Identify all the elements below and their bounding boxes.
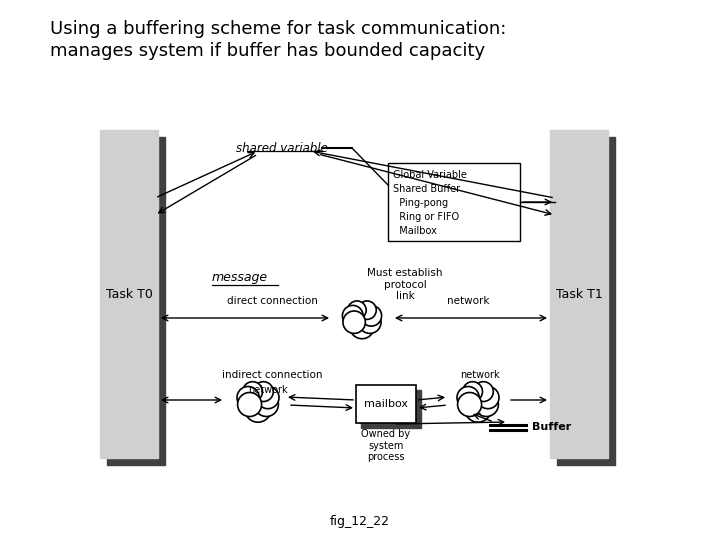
Circle shape <box>237 387 259 409</box>
Text: Ring or FIFO: Ring or FIFO <box>393 212 459 222</box>
Text: Mailbox: Mailbox <box>393 226 437 236</box>
Text: Using a buffering scheme for task communication:: Using a buffering scheme for task commun… <box>50 20 506 38</box>
Text: indirect connection: indirect connection <box>222 370 323 380</box>
Circle shape <box>243 382 263 402</box>
Text: mailbox: mailbox <box>364 399 408 409</box>
Circle shape <box>458 393 482 416</box>
Circle shape <box>245 396 271 422</box>
Circle shape <box>361 306 382 326</box>
Circle shape <box>358 301 377 319</box>
Circle shape <box>348 301 366 319</box>
Circle shape <box>238 393 261 416</box>
Circle shape <box>359 311 381 333</box>
Circle shape <box>457 387 480 409</box>
Circle shape <box>253 382 274 402</box>
Text: Owned by
system
process: Owned by system process <box>361 429 410 462</box>
Text: shared variable: shared variable <box>236 141 328 154</box>
Text: Global Variable: Global Variable <box>393 170 467 180</box>
Bar <box>107 137 165 465</box>
Text: Task T1: Task T1 <box>556 288 603 301</box>
Text: network: network <box>248 385 288 395</box>
Circle shape <box>463 382 482 402</box>
Circle shape <box>465 396 491 422</box>
Bar <box>557 137 615 465</box>
Bar <box>550 130 608 458</box>
Text: Shared Buffer: Shared Buffer <box>393 184 460 194</box>
Circle shape <box>343 311 365 333</box>
Circle shape <box>477 387 499 409</box>
Text: Buffer: Buffer <box>532 422 571 432</box>
Text: fig_12_22: fig_12_22 <box>330 515 390 528</box>
Text: network: network <box>446 296 490 306</box>
Text: Must establish
protocol
link: Must establish protocol link <box>367 268 443 301</box>
Text: message: message <box>212 272 268 285</box>
Text: manages system if buffer has bounded capacity: manages system if buffer has bounded cap… <box>50 42 485 60</box>
Bar <box>361 390 421 428</box>
Circle shape <box>474 393 498 416</box>
Text: network: network <box>460 370 500 380</box>
Bar <box>100 130 158 458</box>
Text: Ping-pong: Ping-pong <box>393 198 448 208</box>
Text: Task T0: Task T0 <box>106 288 153 301</box>
Text: direct connection: direct connection <box>227 296 318 306</box>
Bar <box>356 385 416 423</box>
Circle shape <box>257 387 279 409</box>
Bar <box>388 163 520 241</box>
Circle shape <box>254 393 279 416</box>
Circle shape <box>474 382 493 402</box>
Circle shape <box>350 314 374 339</box>
Circle shape <box>343 306 363 326</box>
